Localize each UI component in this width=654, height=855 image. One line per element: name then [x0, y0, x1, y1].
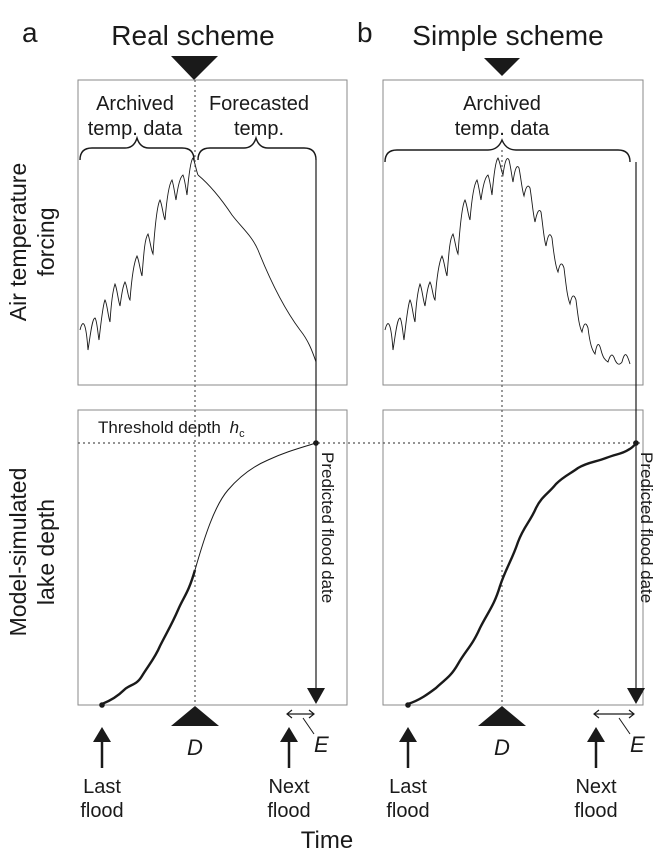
panel-b-d-marker — [478, 706, 526, 726]
panel-b-predicted-label: Predicted flood date — [637, 452, 654, 603]
panel-a-forecast-label-1: Forecasted — [209, 93, 309, 115]
panel-a-lake-depth-curve-forecast — [194, 442, 317, 571]
panel-a-threshold-point — [313, 440, 319, 446]
panel-b-archived-brace — [384, 138, 631, 163]
panel-a-threshold-label: Threshold depth hc — [98, 418, 245, 440]
panel-a-next-flood-arrow — [280, 727, 298, 768]
panel-b-d-label: D — [494, 735, 510, 760]
svg-text:lake depth: lake depth — [33, 499, 59, 605]
panel-a-e-label: E — [314, 732, 329, 757]
panel-a-last-flood-label-1: Last — [83, 776, 121, 798]
panel-a-letter: a — [22, 17, 38, 48]
panel-b-top-frame — [382, 79, 644, 386]
panel-a-lake-depth-curve-archived — [101, 569, 197, 706]
panel-a-archived-temp-curve — [79, 157, 199, 351]
panel-b-next-flood-label-2: flood — [574, 800, 617, 822]
svg-text:Model-simulated: Model-simulated — [5, 468, 31, 637]
panel-a-archived-brace — [79, 135, 195, 161]
panel-b-last-flood-label-2: flood — [386, 800, 429, 822]
panel-b-next-flood-label-1: Next — [575, 776, 617, 798]
panel-b-letter: b — [357, 17, 373, 48]
panel-b-title: Simple scheme — [412, 20, 603, 51]
panel-b-predicted-arrowhead — [627, 688, 645, 704]
panel-b-archived-label-1: Archived — [463, 93, 541, 115]
panel-a-title: Real scheme — [111, 20, 274, 51]
panel-a-forecast-label-2: temp. — [234, 118, 284, 140]
panel-a-last-flood-point — [99, 702, 105, 708]
panel-b-last-flood-point — [405, 702, 411, 708]
panel-a-archived-label-2: temp. data — [88, 118, 183, 140]
svg-text:Air temperature: Air temperature — [5, 163, 31, 322]
panel-b-last-flood-label-1: Last — [389, 776, 427, 798]
panel-a-d-marker — [171, 706, 219, 726]
panel-a-forecast-brace — [197, 135, 317, 161]
panel-a-archived-label-1: Archived — [96, 93, 174, 115]
panel-a-last-flood-label-2: flood — [80, 800, 123, 822]
panel-a-last-flood-arrow — [93, 727, 111, 768]
panel-b-bottom-frame — [382, 409, 644, 706]
svg-text:forcing: forcing — [33, 207, 59, 276]
panel-a-next-flood-label-2: flood — [267, 800, 310, 822]
panel-b-e-label: E — [630, 732, 645, 757]
panel-a-bottom-frame — [77, 409, 348, 706]
panel-a-e-interval-arrow — [286, 709, 315, 735]
y-label-temperature: Air temperature forcing — [5, 163, 59, 322]
panel-a-predicted-label: Predicted flood date — [318, 452, 337, 603]
panel-a-top-marker — [171, 56, 218, 80]
panel-b-e-interval-arrow — [593, 709, 635, 735]
panel-b-archived-label-2: temp. data — [455, 118, 550, 140]
y-label-lake-depth: Model-simulated lake depth — [5, 468, 59, 637]
panel-a-top-frame — [77, 79, 348, 386]
panel-b-threshold-point — [633, 440, 639, 446]
panel-b-lake-depth-curve — [407, 442, 637, 706]
x-axis-label-time: Time — [301, 827, 353, 854]
panel-b-next-flood-arrow — [587, 727, 605, 768]
panel-a-forecast-temp-curve — [197, 174, 317, 363]
panel-a-next-flood-label-1: Next — [268, 776, 310, 798]
panel-a-d-label: D — [187, 735, 203, 760]
panel-b-archived-temp-curve — [384, 157, 631, 365]
panel-a-predicted-arrowhead — [307, 688, 325, 704]
panel-b-top-marker — [484, 58, 520, 76]
panel-b-last-flood-arrow — [399, 727, 417, 768]
